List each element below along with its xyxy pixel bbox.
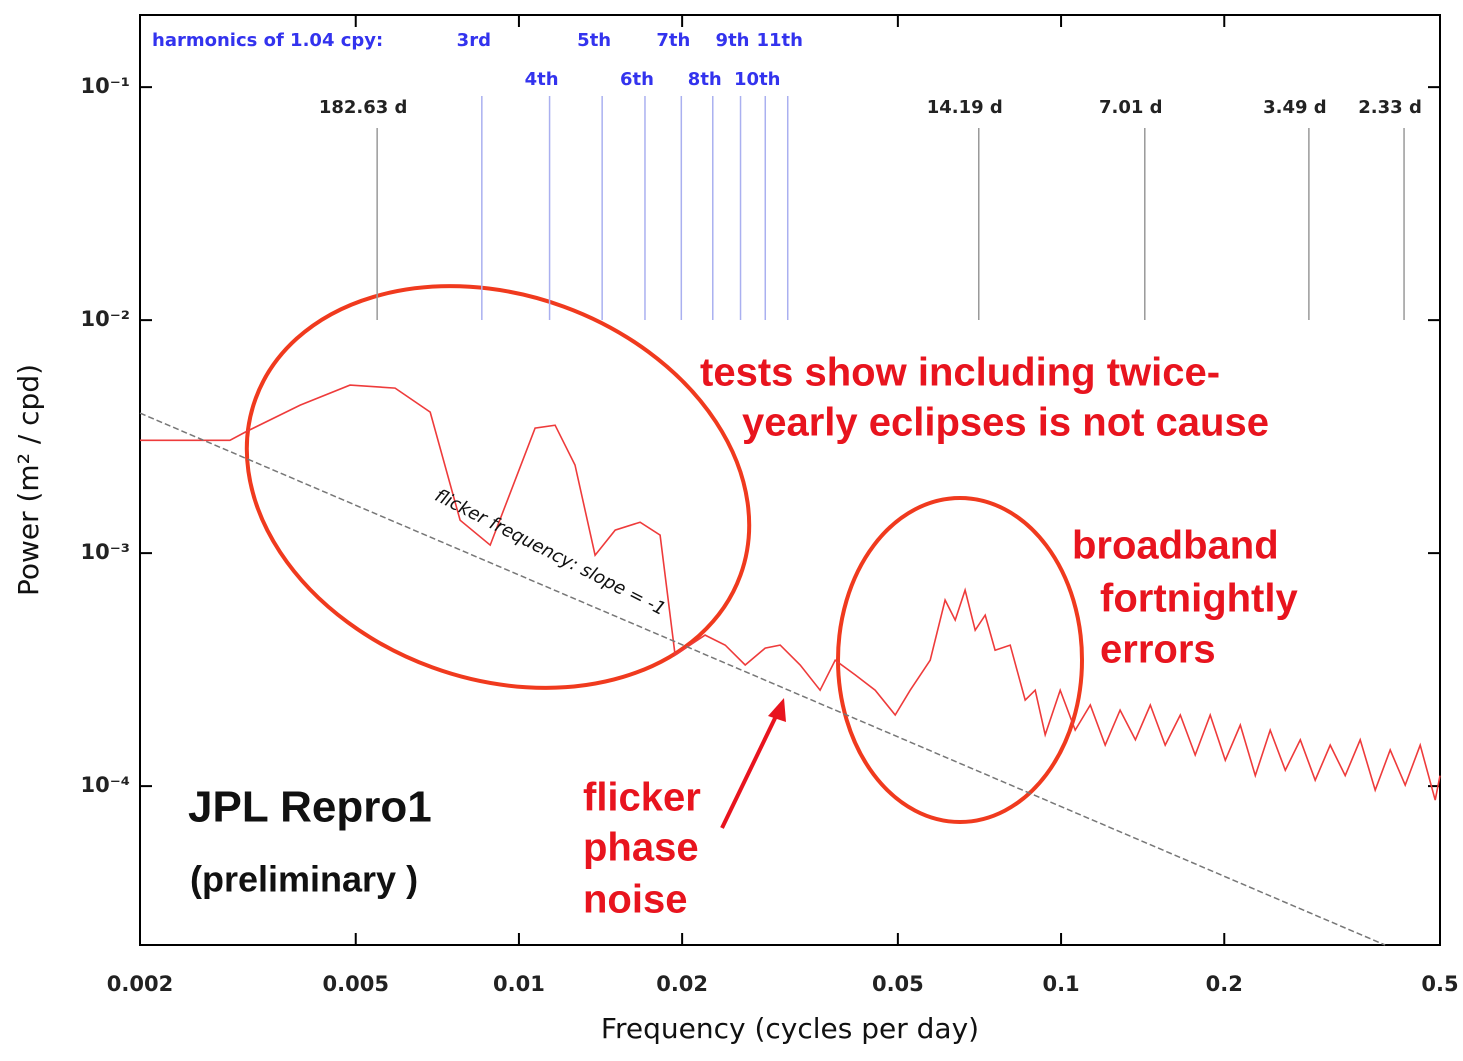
period-label: 182.63 d: [319, 97, 408, 118]
harmonic-label: 8th: [688, 69, 722, 90]
panel-label: JPL Repro1: [188, 783, 432, 832]
plot-frame: [139, 14, 1441, 946]
harmonic-label: 6th: [620, 69, 654, 90]
x-axis-label: Frequency (cycles per day): [601, 1012, 979, 1045]
harmonic-label: 11th: [757, 30, 803, 51]
annotation: broadband: [1072, 524, 1279, 568]
annotation: phase: [583, 826, 699, 870]
y-axis-label: Power (m² / cpd): [12, 364, 45, 596]
y-tick-label: 10⁻³: [80, 540, 130, 564]
y-tick-label: 10⁻⁴: [80, 773, 130, 797]
period-label: 2.33 d: [1358, 97, 1422, 118]
annotation: noise: [583, 878, 687, 922]
harmonic-label: 4th: [525, 69, 559, 90]
x-tick-label: 0.01: [493, 972, 545, 996]
x-tick-label: 0.002: [107, 972, 173, 996]
x-tick-label: 0.02: [656, 972, 708, 996]
x-tick-label: 0.005: [323, 972, 389, 996]
x-tick-label: 0.2: [1206, 972, 1243, 996]
annotation: errors: [1100, 628, 1216, 672]
spectrum-line: [140, 384, 1441, 801]
x-tick-label: 0.1: [1042, 972, 1079, 996]
arrow-line: [720, 711, 780, 829]
annotation: tests show including twice-: [700, 351, 1220, 395]
harmonic-label: 7th: [656, 30, 690, 51]
harmonic-label: 5th: [577, 30, 611, 51]
reference-line: [139, 412, 1386, 946]
y-tick-label: 10⁻²: [80, 307, 130, 331]
annotation: flicker: [583, 776, 701, 820]
annotation: yearly eclipses is not cause: [742, 401, 1269, 445]
harmonic-label: 10th: [734, 69, 780, 90]
panel-sublabel: (preliminary ): [190, 859, 418, 900]
y-tick-label: 10⁻¹: [80, 74, 130, 98]
period-label: 3.49 d: [1263, 97, 1327, 118]
annotation: fortnightly: [1100, 577, 1298, 621]
x-tick-label: 0.05: [872, 972, 924, 996]
harmonics-title: harmonics of 1.04 cpy:: [152, 30, 383, 51]
highlight-ellipse: [836, 496, 1084, 824]
period-label: 14.19 d: [927, 97, 1003, 118]
period-label: 7.01 d: [1099, 97, 1163, 118]
harmonic-label: 9th: [716, 30, 750, 51]
harmonic-label: 3rd: [457, 30, 491, 51]
x-tick-label: 0.5: [1421, 972, 1458, 996]
highlight-ellipse: [244, 284, 752, 690]
arrow-head: [768, 698, 786, 722]
